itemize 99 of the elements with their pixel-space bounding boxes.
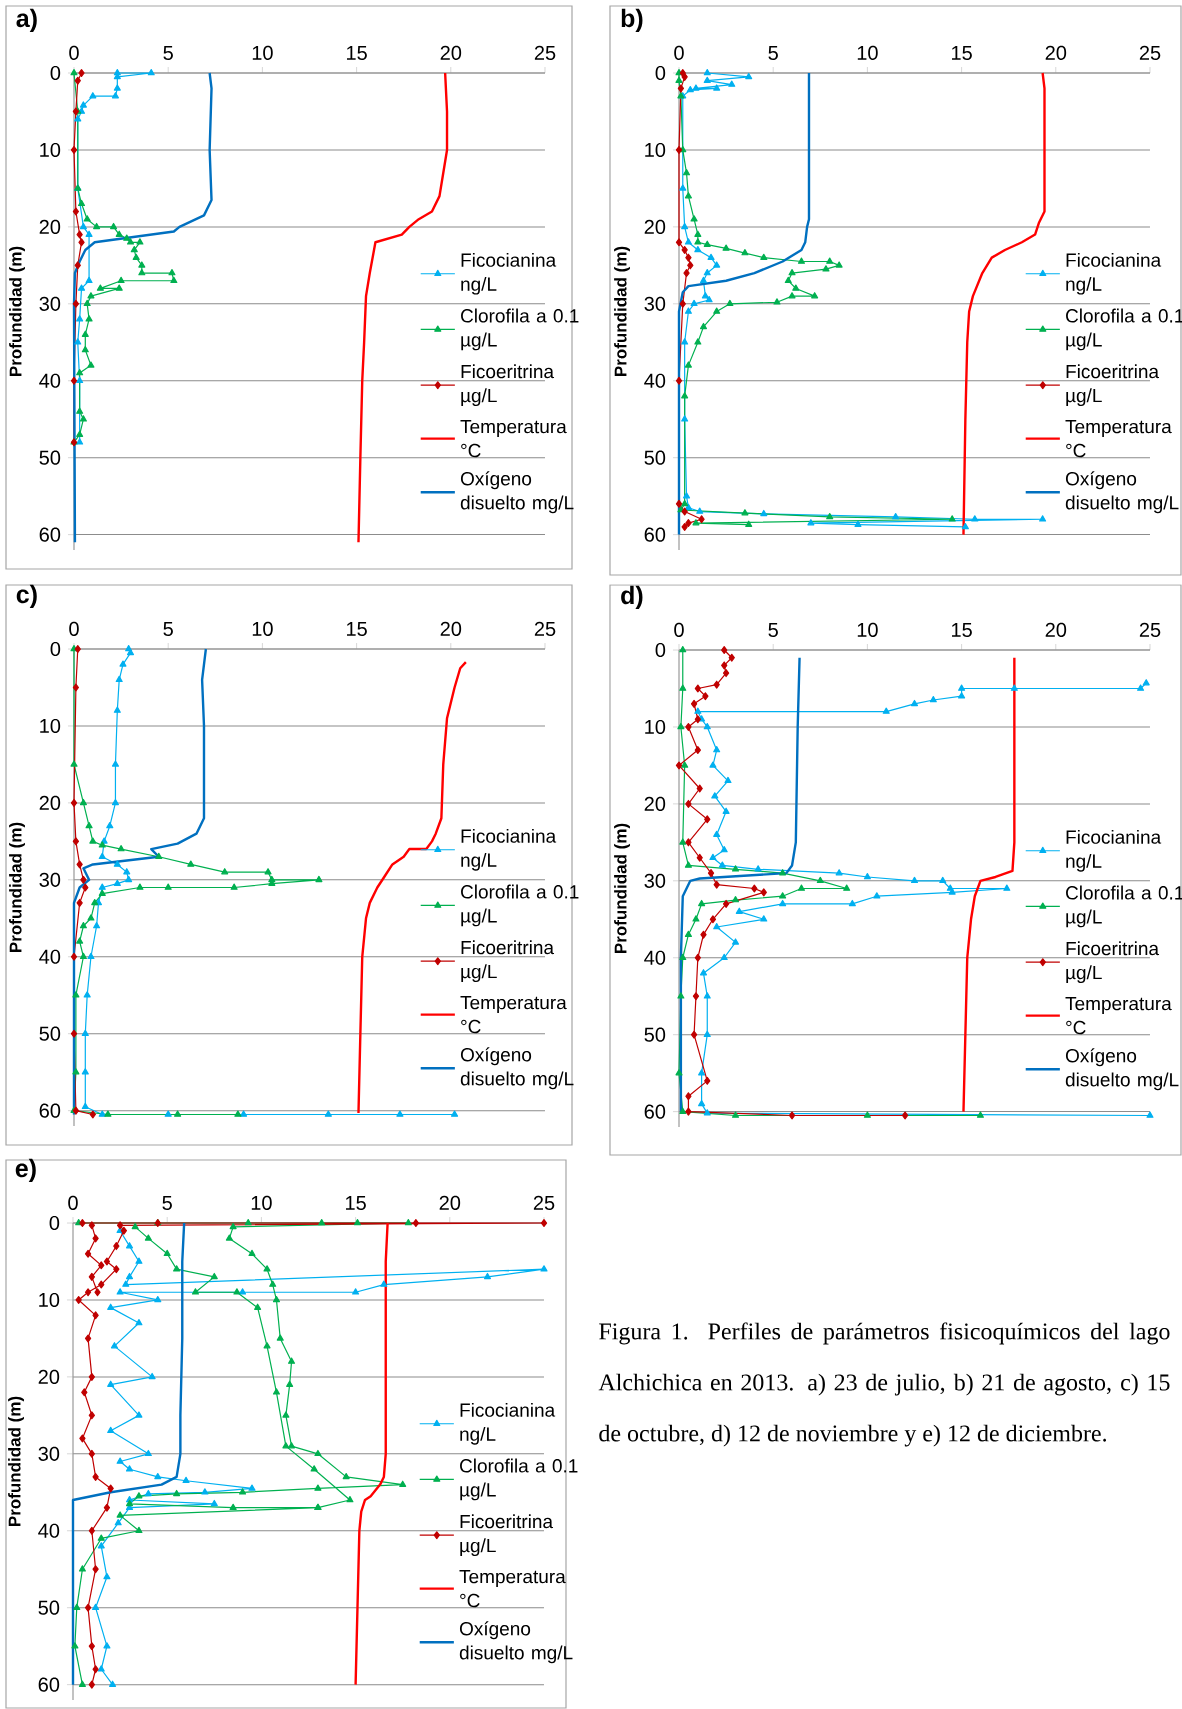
x-tick-label: 20 — [440, 45, 462, 60]
y-tick-label: 20 — [644, 219, 666, 234]
legend-label: Temperatura °C — [1065, 997, 1172, 1035]
legend-label: Ficocianina ng/L — [461, 252, 557, 295]
chart-title: a) — [16, 8, 37, 33]
y-tick-label: 60 — [39, 527, 61, 542]
y-tick-label: 30 — [644, 296, 666, 311]
legend-label: Ficoeritrina µg/L — [461, 364, 555, 407]
y-tick-label: 0 — [49, 1215, 60, 1231]
legend-label: Ficoeritrina µg/L — [461, 940, 555, 983]
legend-label: Temperatura °C — [1065, 420, 1172, 458]
x-tick-label: 0 — [68, 1195, 78, 1210]
legend-label: Clorofila a 0.1 µg/L — [460, 1458, 578, 1501]
y-tick-label: 10 — [40, 718, 61, 734]
y-tick-label: 20 — [38, 1369, 60, 1384]
x-tick-label: 25 — [1139, 622, 1161, 637]
x-tick-label: 0 — [674, 45, 684, 60]
x-tick-label: 5 — [162, 1195, 172, 1210]
y-tick-label: 50 — [38, 1600, 60, 1615]
legend-label: Clorofila a 0.1 µg/L — [461, 884, 579, 927]
legend-label: Oxígeno disuelto mg/L — [1065, 1048, 1179, 1091]
y-tick-label: 50 — [644, 1027, 666, 1042]
legend-label: Ficocianina ng/L — [460, 1402, 556, 1445]
y-tick-label: 40 — [644, 950, 666, 965]
y-tick-label: 60 — [644, 527, 666, 542]
legend-label: Ficocianina ng/L — [1066, 829, 1162, 872]
y-tick-label: 10 — [39, 1292, 60, 1308]
y-tick-label: 40 — [644, 373, 666, 388]
y-tick-label: 30 — [39, 296, 61, 311]
x-tick-label: 5 — [768, 45, 778, 60]
y-axis-title: Profundidad (m) — [8, 1396, 24, 1527]
y-tick-label: 10 — [645, 719, 666, 735]
chart-title: b) — [621, 8, 643, 33]
x-tick-label: 15 — [346, 1195, 366, 1210]
y-tick-label: 60 — [644, 1104, 666, 1119]
y-tick-label: 60 — [38, 1677, 60, 1692]
y-tick-label: 0 — [50, 641, 61, 657]
x-tick-label: 25 — [1139, 45, 1161, 60]
x-tick-label: 10 — [251, 1195, 272, 1210]
x-tick-label: 10 — [252, 621, 273, 636]
y-axis-title: Profundidad (m) — [9, 822, 25, 953]
y-tick-label: 10 — [40, 142, 61, 158]
x-tick-label: 5 — [163, 621, 173, 636]
x-tick-label: 15 — [347, 45, 367, 60]
legend-label: Ficoeritrina µg/L — [1066, 364, 1160, 407]
y-axis-title: Profundidad (m) — [614, 246, 630, 377]
text: Figura 1. Perfiles de parámetros fisicoquímicos del lago Alchichica en 2013. a) 23 de julio, b) 21 de agosto, c) 15 de octubre, d) 12 de noviembre y e) 12 de diciembre. — [598, 1322, 1170, 1447]
legend-label: Oxígeno disuelto mg/L — [460, 1047, 574, 1090]
x-tick-label: 10 — [252, 45, 273, 60]
y-tick-label: 0 — [655, 65, 666, 81]
legend-label: Oxígeno disuelto mg/L — [459, 1621, 573, 1664]
y-tick-label: 60 — [39, 1103, 61, 1118]
x-tick-label: 10 — [857, 622, 878, 637]
x-tick-label: 25 — [534, 45, 556, 60]
x-tick-label: 20 — [1045, 45, 1067, 60]
y-tick-label: 0 — [655, 642, 666, 658]
x-tick-label: 5 — [768, 622, 778, 637]
chart-title: d) — [621, 585, 643, 610]
y-tick-label: 50 — [39, 1026, 61, 1041]
x-tick-label: 15 — [952, 622, 972, 637]
y-tick-label: 20 — [39, 219, 61, 234]
y-tick-label: 50 — [644, 450, 666, 465]
x-tick-label: 15 — [347, 621, 367, 636]
legend-label: Ficoeritrina µg/L — [460, 1514, 554, 1557]
y-axis-title: Profundidad (m) — [614, 823, 630, 954]
x-tick-label: 0 — [69, 45, 79, 60]
y-tick-label: 20 — [644, 796, 666, 811]
y-tick-label: 40 — [38, 1523, 60, 1538]
x-tick-label: 15 — [952, 45, 972, 60]
x-tick-label: 10 — [857, 45, 878, 60]
legend-label: Temperatura °C — [459, 1570, 566, 1608]
y-tick-label: 30 — [38, 1446, 60, 1461]
y-tick-label: 10 — [645, 142, 666, 158]
y-tick-label: 30 — [644, 873, 666, 888]
x-tick-label: 0 — [69, 621, 79, 636]
y-axis-title: Profundidad (m) — [9, 246, 25, 377]
legend-label: Temperatura °C — [460, 996, 567, 1034]
x-tick-label: 25 — [533, 1195, 555, 1210]
legend-label: Oxígeno disuelto mg/L — [1065, 471, 1179, 514]
x-tick-label: 20 — [1045, 622, 1067, 637]
y-tick-label: 40 — [39, 949, 61, 964]
y-tick-label: 0 — [50, 65, 61, 81]
legend-label: Temperatura °C — [460, 420, 567, 458]
x-tick-label: 20 — [440, 621, 462, 636]
chart-title: c) — [16, 584, 37, 609]
y-tick-label: 40 — [39, 373, 61, 388]
x-tick-label: 0 — [674, 622, 684, 637]
x-tick-label: 25 — [534, 621, 556, 636]
y-tick-label: 50 — [39, 450, 61, 465]
x-tick-label: 5 — [163, 45, 173, 60]
y-tick-label: 20 — [39, 795, 61, 810]
legend-label: Ficocianina ng/L — [1066, 252, 1162, 295]
legend-label: Ficocianina ng/L — [461, 828, 557, 871]
x-tick-label: 20 — [439, 1195, 461, 1210]
legend-label: Clorofila a 0.1 µg/L — [461, 308, 579, 351]
y-tick-label: 30 — [39, 872, 61, 887]
chart-title: e) — [15, 1158, 36, 1183]
legend-label: Ficoeritrina µg/L — [1066, 941, 1160, 984]
legend-label: Oxígeno disuelto mg/L — [460, 471, 574, 514]
